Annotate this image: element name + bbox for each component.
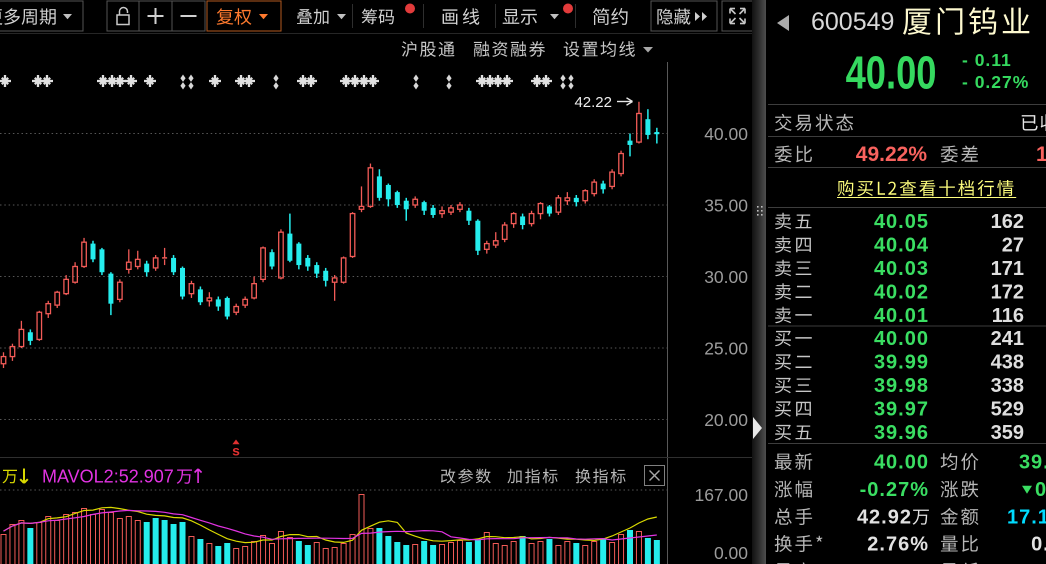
svg-text:40.65: 40.65 bbox=[874, 561, 929, 564]
svg-text:241: 241 bbox=[991, 328, 1024, 350]
svg-text:39.97: 39.97 bbox=[874, 398, 929, 420]
svg-text:- 0.11: - 0.11 bbox=[962, 50, 1012, 70]
svg-text:529: 529 bbox=[991, 398, 1024, 420]
svg-text:17.17: 17.17 bbox=[1007, 506, 1046, 528]
svg-text:39.18: 39.18 bbox=[1019, 561, 1046, 564]
svg-text:40.05: 40.05 bbox=[874, 211, 929, 233]
svg-text:600549: 600549 bbox=[811, 8, 894, 36]
svg-text:39.98: 39.98 bbox=[874, 375, 929, 397]
svg-text:40.00: 40.00 bbox=[874, 328, 929, 350]
svg-text:49.22%: 49.22% bbox=[856, 143, 928, 166]
svg-text:40.00: 40.00 bbox=[874, 451, 929, 473]
svg-text:25.00: 25.00 bbox=[704, 338, 748, 358]
svg-text:167.00: 167.00 bbox=[694, 485, 748, 505]
svg-text:40.02: 40.02 bbox=[874, 281, 929, 303]
svg-text:39.96: 39.96 bbox=[874, 422, 929, 444]
svg-text:338: 338 bbox=[991, 375, 1024, 397]
svg-text:0.88: 0.88 bbox=[1031, 533, 1046, 555]
svg-text:0.00: 0.00 bbox=[714, 543, 748, 563]
svg-text:359: 359 bbox=[991, 422, 1024, 444]
svg-text:42.22: 42.22 bbox=[574, 94, 612, 111]
svg-text:40.00: 40.00 bbox=[704, 124, 748, 144]
svg-text:172: 172 bbox=[991, 281, 1024, 303]
svg-text:-0.27%: -0.27% bbox=[860, 479, 929, 501]
svg-text:42.92: 42.92 bbox=[857, 506, 912, 528]
svg-text:171: 171 bbox=[991, 258, 1024, 280]
svg-text:30.00: 30.00 bbox=[704, 267, 748, 287]
svg-text:- 0.27%: - 0.27% bbox=[962, 72, 1029, 92]
svg-text:40.01: 40.01 bbox=[874, 305, 929, 327]
svg-text:0.11: 0.11 bbox=[1035, 479, 1046, 501]
svg-text:40.04: 40.04 bbox=[874, 234, 929, 256]
svg-text:27: 27 bbox=[1002, 234, 1024, 256]
svg-text:2.76%: 2.76% bbox=[867, 533, 929, 555]
svg-text:40.03: 40.03 bbox=[874, 258, 929, 280]
svg-text:20.00: 20.00 bbox=[704, 410, 748, 430]
svg-text:40.00: 40.00 bbox=[846, 46, 937, 98]
svg-text:438: 438 bbox=[991, 351, 1024, 373]
svg-text:MAVOL2:52.907: MAVOL2:52.907 bbox=[42, 466, 174, 486]
svg-text:162: 162 bbox=[991, 211, 1024, 233]
svg-text:35.00: 35.00 bbox=[704, 195, 748, 215]
svg-text:166: 166 bbox=[1036, 143, 1046, 166]
svg-text:39.85: 39.85 bbox=[1019, 451, 1046, 473]
svg-text:s: s bbox=[232, 443, 240, 459]
svg-text:116: 116 bbox=[992, 305, 1024, 327]
svg-text:39.99: 39.99 bbox=[874, 351, 929, 373]
